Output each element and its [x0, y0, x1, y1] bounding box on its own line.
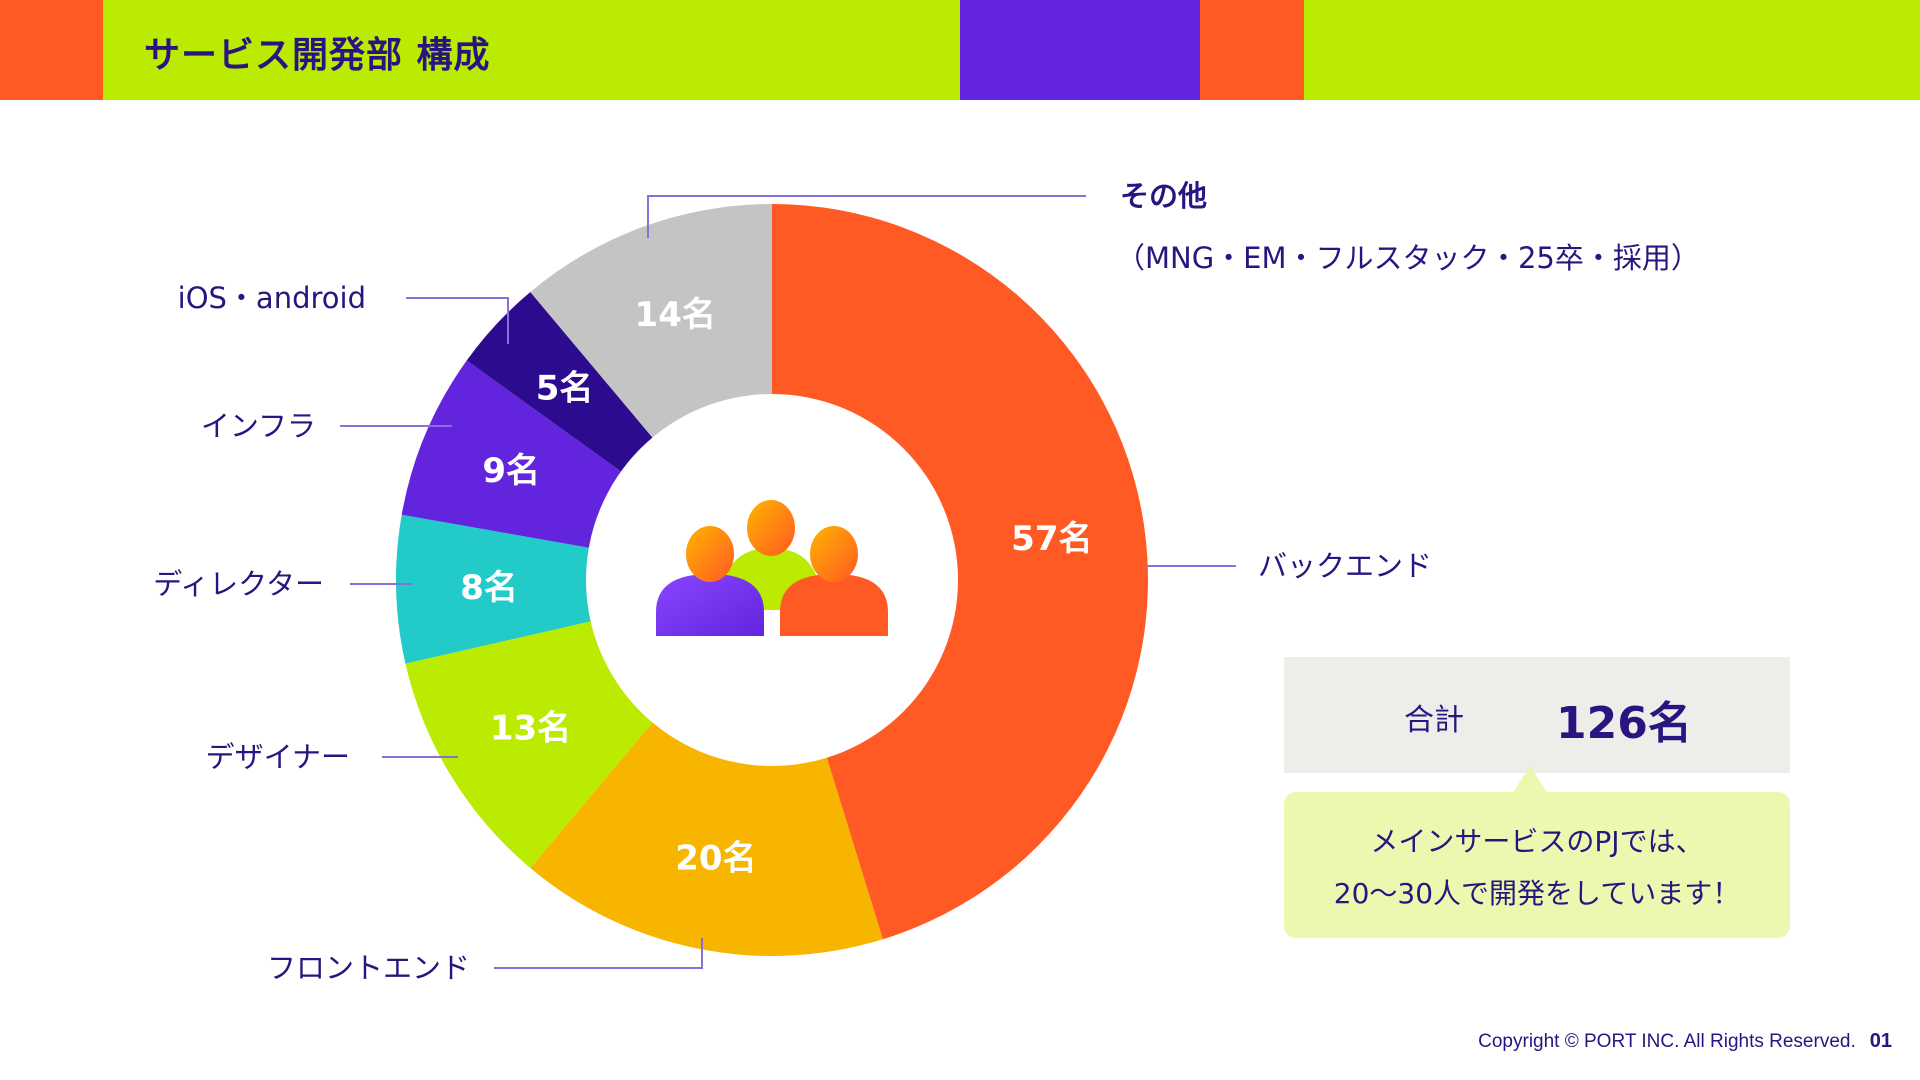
- leader-line: [406, 297, 509, 344]
- slice-value-label: 9名: [482, 451, 540, 491]
- category-label: デザイナー: [206, 740, 350, 774]
- slice-value-label: 13名: [490, 709, 571, 749]
- category-label: インフラ: [201, 409, 316, 443]
- category-label: バックエンド: [1258, 549, 1432, 583]
- header-bar: サービス開発部 構成: [0, 0, 1920, 100]
- total-label: 合計: [1404, 703, 1464, 738]
- people-group-icon: [656, 500, 888, 636]
- slice-value-label: 14名: [635, 295, 716, 335]
- note-line-1: メインサービスのPJでは、: [1370, 825, 1704, 858]
- slice-labels: 57名 20名 13名 8名 9名 5名 14名: [460, 295, 1092, 878]
- copyright-text: Copyright © PORT INC. All Rights Reserve…: [1478, 1031, 1856, 1052]
- slice-value-label: 57名: [1011, 519, 1092, 559]
- page-title: サービス開発部 構成: [144, 35, 491, 76]
- total-value: 126名: [1556, 698, 1692, 749]
- page-number: 01: [1869, 1030, 1892, 1052]
- leader-line: [494, 938, 703, 969]
- note-line-2: 20〜30人で開発をしています！: [1333, 877, 1741, 910]
- category-label: iOS・android: [178, 281, 366, 315]
- note-callout: メインサービスのPJでは、 20〜30人で開発をしています！: [1284, 792, 1790, 938]
- other-detail-label: （MNG・EM・フルスタック・25卒・採用）: [1116, 241, 1700, 275]
- slice-value-label: 5名: [536, 369, 594, 409]
- category-label: フロントエンド: [267, 951, 470, 985]
- category-label: その他: [1120, 179, 1207, 213]
- header-block-orange: [0, 0, 103, 100]
- leader-line: [647, 195, 1086, 238]
- total-box: 合計 126名: [1284, 657, 1790, 773]
- category-label: ディレクター: [153, 567, 324, 601]
- callout-tail: [1512, 766, 1548, 794]
- header-block-lime-2: [1304, 0, 1920, 100]
- copyright-footer: Copyright © PORT INC. All Rights Reserve…: [1478, 1030, 1892, 1053]
- donut-slice: [396, 514, 772, 664]
- slice-value-label: 8名: [460, 568, 518, 608]
- slice-value-label: 20名: [675, 838, 756, 878]
- leader-lines: [340, 195, 1236, 969]
- donut-slice: [772, 204, 1148, 940]
- header-block-lime: [103, 0, 960, 100]
- header-block-orange-2: [1200, 0, 1304, 100]
- header-block-purple: [960, 0, 1200, 100]
